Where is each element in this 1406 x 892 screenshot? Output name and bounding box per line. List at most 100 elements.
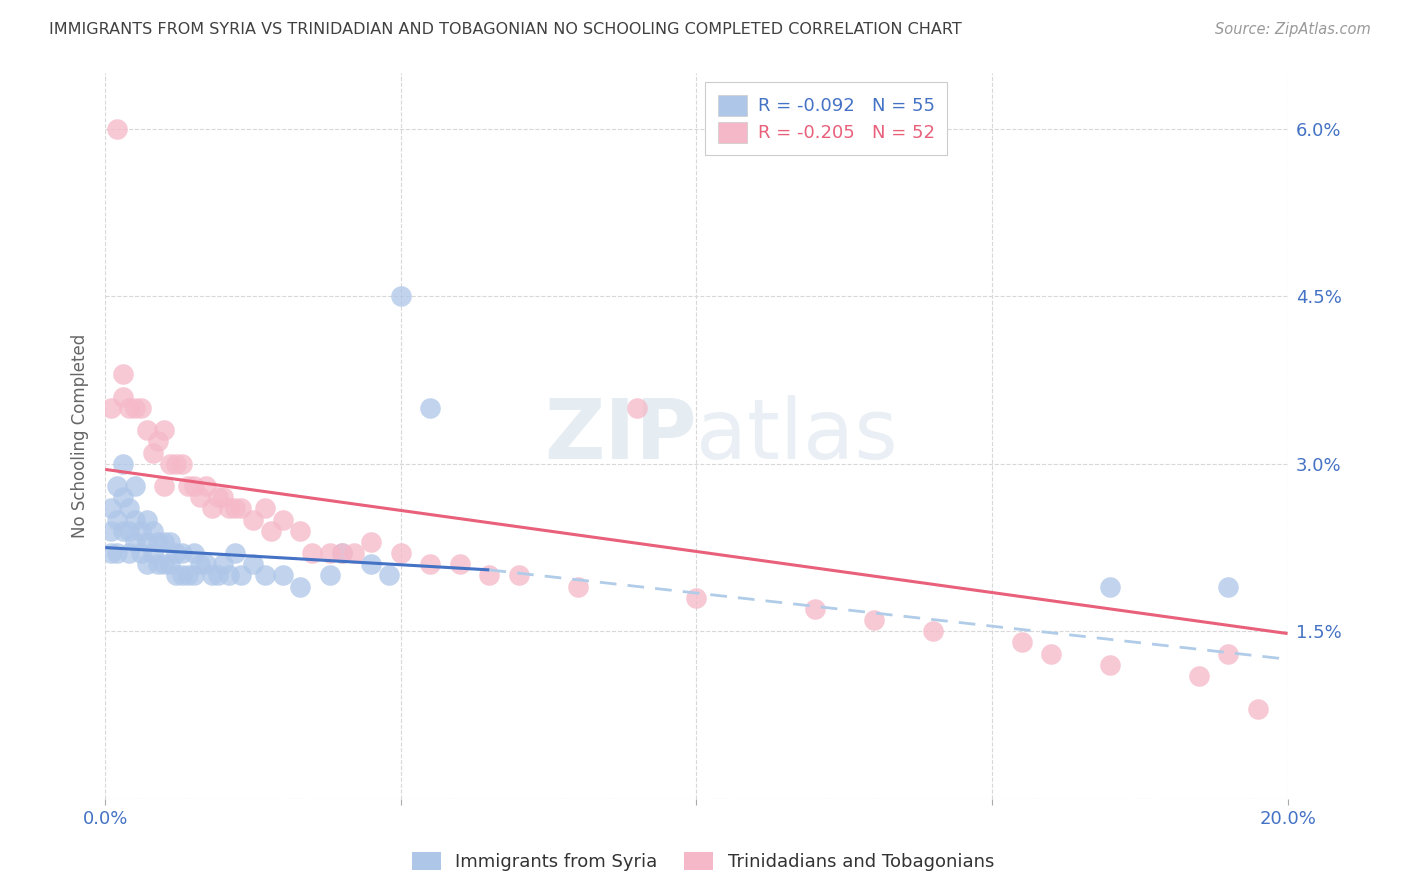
Point bbox=[188, 491, 211, 505]
Point bbox=[165, 546, 187, 560]
Point bbox=[1218, 647, 1240, 661]
Point bbox=[218, 568, 240, 582]
Point bbox=[183, 568, 205, 582]
Legend: R = -0.092   N = 55, R = -0.205   N = 52: R = -0.092 N = 55, R = -0.205 N = 52 bbox=[706, 82, 948, 155]
Point bbox=[207, 491, 229, 505]
Point bbox=[194, 479, 217, 493]
Point bbox=[159, 558, 181, 572]
Point bbox=[1247, 702, 1270, 716]
Point bbox=[100, 401, 122, 415]
Point bbox=[105, 479, 128, 493]
Point bbox=[330, 546, 353, 560]
Point bbox=[1218, 580, 1240, 594]
Point bbox=[862, 613, 884, 627]
Point bbox=[177, 479, 200, 493]
Point bbox=[111, 491, 134, 505]
Point bbox=[105, 513, 128, 527]
Point bbox=[218, 501, 240, 516]
Point bbox=[159, 535, 181, 549]
Point bbox=[100, 546, 122, 560]
Point bbox=[111, 457, 134, 471]
Point bbox=[253, 501, 276, 516]
Point bbox=[124, 513, 146, 527]
Point bbox=[183, 479, 205, 493]
Point bbox=[1188, 669, 1211, 683]
Point bbox=[135, 535, 157, 549]
Point bbox=[242, 558, 264, 572]
Point bbox=[165, 457, 187, 471]
Point bbox=[319, 568, 342, 582]
Point bbox=[153, 535, 176, 549]
Point bbox=[271, 513, 294, 527]
Point bbox=[141, 546, 163, 560]
Point bbox=[105, 546, 128, 560]
Point bbox=[685, 591, 707, 605]
Point bbox=[231, 501, 253, 516]
Point bbox=[183, 546, 205, 560]
Point bbox=[567, 580, 589, 594]
Point bbox=[342, 546, 364, 560]
Point bbox=[330, 546, 353, 560]
Point bbox=[207, 568, 229, 582]
Point bbox=[194, 558, 217, 572]
Legend: Immigrants from Syria, Trinidadians and Tobagonians: Immigrants from Syria, Trinidadians and … bbox=[405, 845, 1001, 879]
Point bbox=[118, 401, 141, 415]
Point bbox=[1099, 580, 1122, 594]
Point bbox=[478, 568, 501, 582]
Point bbox=[153, 479, 176, 493]
Point bbox=[165, 568, 187, 582]
Point bbox=[135, 558, 157, 572]
Point bbox=[118, 524, 141, 538]
Point bbox=[100, 524, 122, 538]
Point bbox=[118, 546, 141, 560]
Point bbox=[224, 501, 246, 516]
Point bbox=[105, 121, 128, 136]
Point bbox=[1040, 647, 1063, 661]
Point bbox=[111, 524, 134, 538]
Point bbox=[389, 289, 412, 303]
Point bbox=[148, 535, 170, 549]
Point bbox=[111, 390, 134, 404]
Point bbox=[153, 423, 176, 437]
Point bbox=[201, 568, 224, 582]
Point bbox=[201, 501, 224, 516]
Text: atlas: atlas bbox=[696, 395, 898, 476]
Point bbox=[360, 558, 382, 572]
Point bbox=[301, 546, 323, 560]
Point bbox=[124, 479, 146, 493]
Text: IMMIGRANTS FROM SYRIA VS TRINIDADIAN AND TOBAGONIAN NO SCHOOLING COMPLETED CORRE: IMMIGRANTS FROM SYRIA VS TRINIDADIAN AND… bbox=[49, 22, 962, 37]
Point bbox=[148, 434, 170, 449]
Point bbox=[449, 558, 471, 572]
Point bbox=[319, 546, 342, 560]
Point bbox=[271, 568, 294, 582]
Point bbox=[170, 457, 193, 471]
Point bbox=[124, 401, 146, 415]
Point bbox=[212, 491, 235, 505]
Point bbox=[242, 513, 264, 527]
Point bbox=[1011, 635, 1033, 649]
Point bbox=[170, 546, 193, 560]
Point bbox=[141, 445, 163, 459]
Point bbox=[921, 624, 943, 639]
Y-axis label: No Schooling Completed: No Schooling Completed bbox=[72, 334, 89, 538]
Point bbox=[290, 524, 312, 538]
Point bbox=[378, 568, 401, 582]
Point bbox=[508, 568, 530, 582]
Point bbox=[188, 558, 211, 572]
Point bbox=[118, 501, 141, 516]
Point bbox=[100, 501, 122, 516]
Point bbox=[419, 558, 441, 572]
Point bbox=[224, 546, 246, 560]
Point bbox=[124, 535, 146, 549]
Point bbox=[129, 524, 152, 538]
Point bbox=[129, 546, 152, 560]
Point bbox=[231, 568, 253, 582]
Point bbox=[212, 558, 235, 572]
Point bbox=[129, 401, 152, 415]
Point bbox=[290, 580, 312, 594]
Point bbox=[159, 457, 181, 471]
Point bbox=[148, 558, 170, 572]
Point bbox=[419, 401, 441, 415]
Point bbox=[626, 401, 648, 415]
Point bbox=[253, 568, 276, 582]
